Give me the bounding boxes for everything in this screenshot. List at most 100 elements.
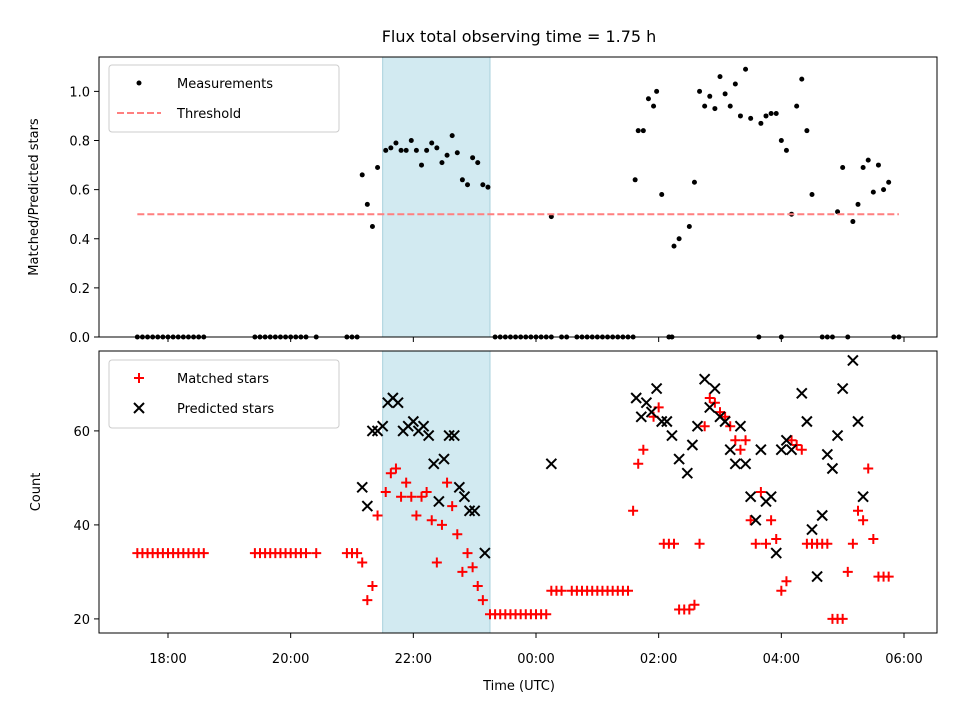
measurement-point	[413, 147, 419, 153]
matched-star-point	[771, 534, 782, 544]
predicted-star-point	[356, 481, 368, 494]
predicted-star-point	[428, 458, 440, 470]
predicted-star-point	[366, 425, 379, 437]
measurement-point	[732, 81, 738, 87]
measurement-point	[635, 128, 641, 134]
measurement-point	[870, 189, 876, 195]
matched-star-point	[868, 534, 879, 544]
matched-star-point	[781, 576, 792, 587]
predicted-star-point	[453, 481, 466, 494]
predicted-star-point	[821, 448, 834, 461]
measurement-point	[840, 165, 846, 171]
measurement-point	[419, 162, 425, 168]
x-tick-label: 20:00	[272, 652, 309, 667]
predicted-star-point	[770, 547, 782, 559]
predicted-star-point	[635, 411, 647, 423]
measurement-point	[444, 152, 450, 158]
measurement-point	[722, 91, 728, 97]
legend-label: Measurements	[177, 77, 273, 92]
predicted-star-point	[686, 439, 699, 451]
predicted-star-point	[458, 490, 471, 503]
predicted-star-point	[826, 462, 839, 475]
measurement-point	[388, 145, 394, 151]
matched-star-point	[822, 538, 833, 549]
matched-star-point	[367, 581, 378, 591]
matched-star-point	[750, 538, 761, 549]
matched-star-point	[858, 515, 869, 526]
matched-star-point	[786, 435, 797, 446]
matched-star-point	[380, 487, 391, 497]
matched-star-point	[352, 548, 363, 559]
x-tick-label: 00:00	[517, 652, 554, 667]
top-y-axis-label: Matched/Predicted stars	[27, 118, 42, 276]
top-axes-frame	[98, 56, 938, 338]
legend-label: Predicted stars	[177, 402, 274, 417]
matched-star-point	[357, 557, 368, 568]
predicted-star-point	[744, 490, 757, 503]
measurement-point	[773, 110, 779, 116]
predicted-star-point	[836, 382, 849, 395]
predicted-star-point	[443, 429, 455, 442]
matched-star-point	[556, 585, 567, 596]
matched-star-point	[638, 444, 649, 455]
bottom-y-tick-label: 20	[73, 613, 90, 628]
measurement-point	[676, 236, 682, 242]
measurement-point	[855, 201, 861, 207]
x-tick-label: 06:00	[885, 652, 922, 667]
top-y-tick-label: 0.0	[69, 331, 90, 346]
x-tick-label: 04:00	[763, 652, 800, 667]
top-y-tick-label: 1.0	[69, 85, 90, 100]
matched-star-point	[431, 557, 442, 568]
measurement-point	[398, 147, 404, 153]
top-y-tick-label: 0.2	[69, 282, 90, 297]
measurement-point	[799, 76, 805, 82]
measurement-point	[860, 165, 866, 171]
measurement-point	[654, 88, 660, 94]
matched-star-point	[735, 444, 746, 455]
measurement-point	[369, 223, 375, 229]
measurement-point	[459, 177, 465, 183]
legend-label: Matched stars	[177, 372, 269, 387]
measurement-point	[686, 223, 692, 229]
matched-star-point	[311, 548, 322, 559]
predicted-star-point	[698, 373, 711, 385]
matched-star-point	[421, 487, 432, 497]
matched-star-point	[301, 548, 311, 559]
measurement-point	[429, 140, 435, 146]
measurement-point	[768, 110, 774, 116]
measurement-point	[465, 182, 471, 188]
measurement-point	[480, 182, 486, 188]
matched-star-point	[467, 562, 478, 573]
top-y-tick-label: 0.8	[69, 135, 90, 150]
predicted-star-point	[734, 420, 747, 432]
measurement-point	[717, 74, 723, 80]
predicted-star-point	[545, 458, 558, 470]
predicted-star-point	[775, 443, 788, 456]
measurement-point	[702, 103, 708, 109]
predicted-star-point	[857, 490, 869, 503]
matched-star-point	[689, 599, 700, 610]
predicted-star-point	[724, 443, 736, 456]
matched-star-point	[740, 435, 751, 446]
measurement-point	[454, 150, 460, 156]
predicted-star-point	[630, 392, 642, 404]
predicted-star-point	[468, 505, 481, 517]
measurement-point	[763, 113, 769, 119]
predicted-star-point	[709, 382, 721, 395]
observing-window-shade	[382, 350, 491, 634]
measurement-point	[804, 128, 810, 134]
matched-star-point	[372, 510, 383, 521]
matched-star-point	[694, 538, 705, 549]
predicted-star-point	[438, 453, 450, 465]
matched-star-point	[704, 393, 715, 403]
predicted-star-point	[765, 490, 777, 503]
predicted-star-point	[816, 509, 828, 522]
matched-star-point	[730, 435, 741, 446]
top-legend: Measurements Threshold	[108, 64, 340, 133]
predicted-star-point	[661, 415, 673, 428]
measurement-point	[485, 184, 491, 190]
predicted-star-point	[640, 396, 653, 409]
matched-star-point	[745, 515, 756, 526]
matched-star-point	[411, 510, 422, 521]
legend-x-marker	[133, 402, 145, 414]
